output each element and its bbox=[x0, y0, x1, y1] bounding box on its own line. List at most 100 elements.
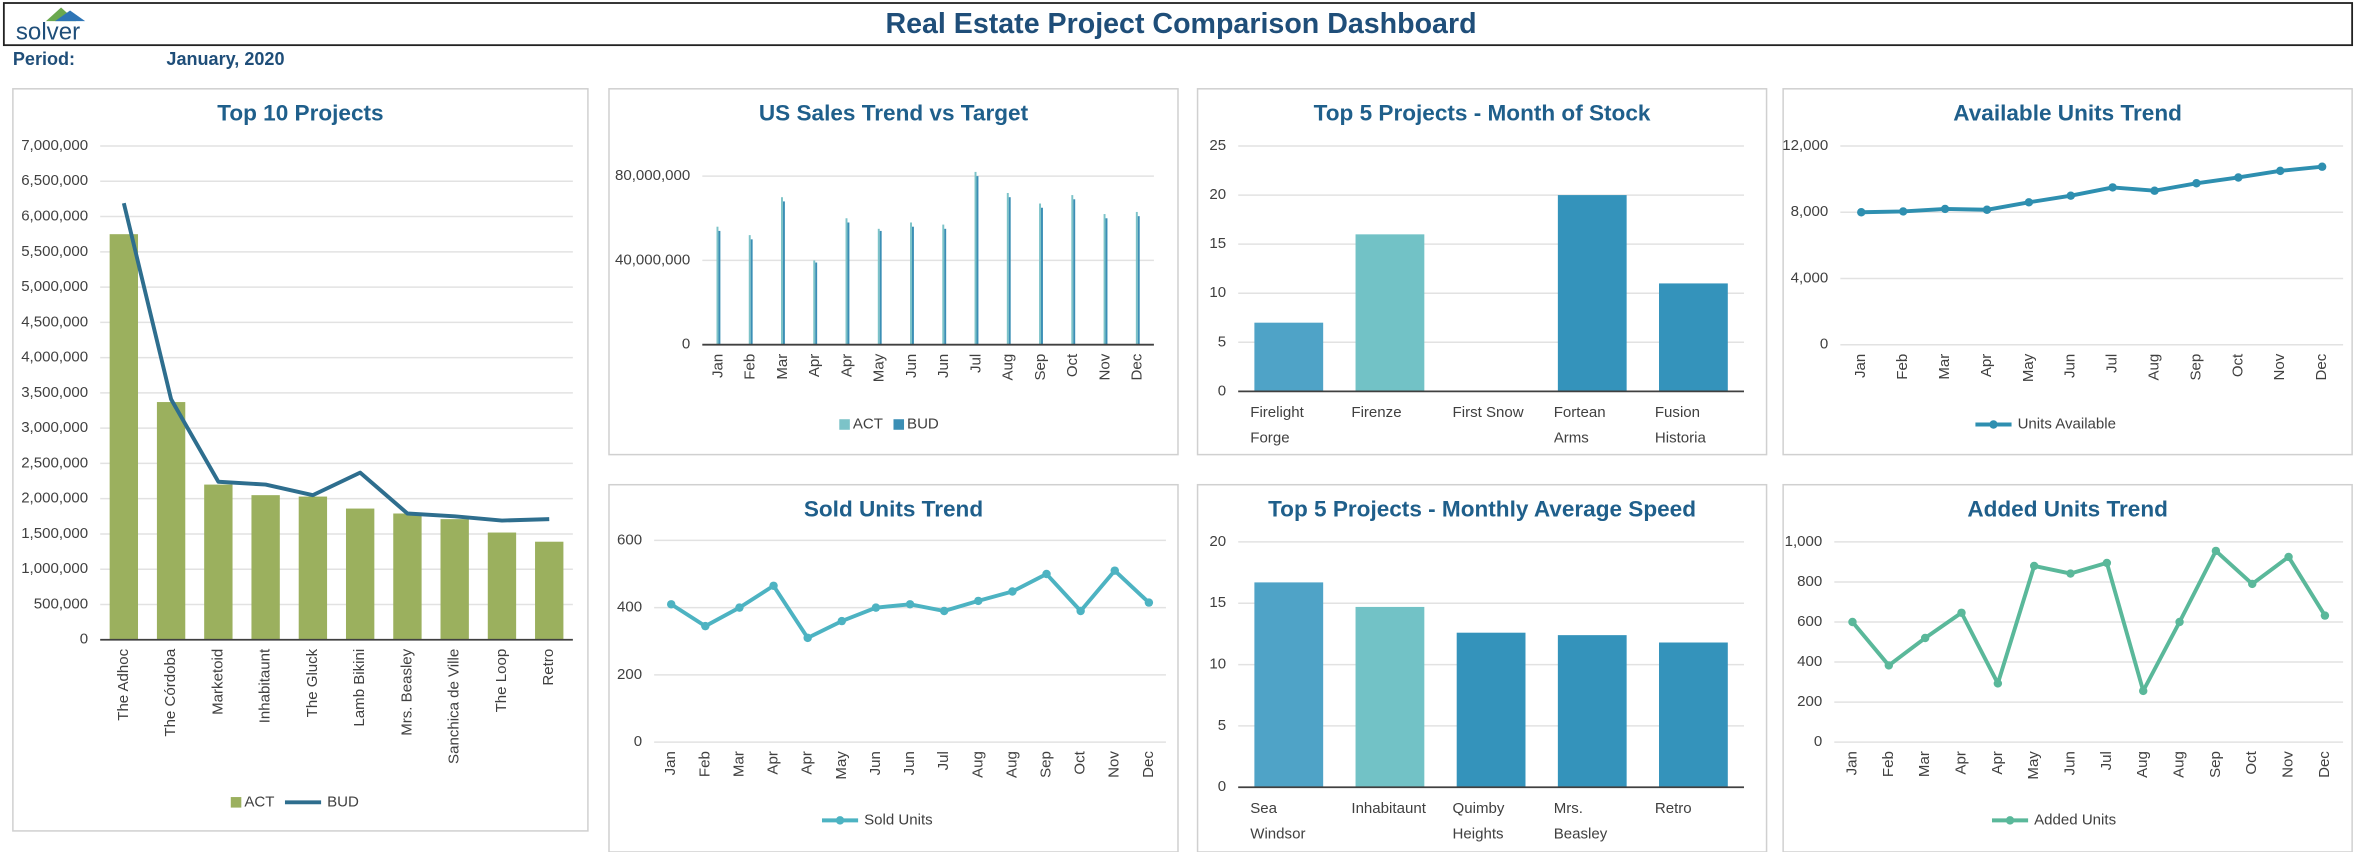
x-tick-label: Jul bbox=[2104, 354, 2121, 373]
x-tick-label: Apr bbox=[1978, 354, 1995, 377]
bar bbox=[1557, 635, 1627, 788]
bar bbox=[393, 513, 422, 640]
x-tick-label: Lamb Bikini bbox=[351, 649, 368, 727]
x-tick-label: Apr bbox=[1952, 751, 1969, 774]
bar bbox=[748, 235, 751, 345]
x-tick-label: Dec bbox=[1129, 353, 1146, 380]
x-tick-label: Mar bbox=[774, 354, 791, 380]
x-tick-label: First Snow bbox=[1452, 404, 1524, 422]
chart-title: US Sales Trend vs Target bbox=[759, 100, 1029, 125]
line-marker bbox=[1848, 617, 1857, 627]
line-marker bbox=[871, 603, 881, 612]
bar bbox=[1008, 197, 1011, 345]
x-tick-label: Mar bbox=[1936, 354, 1953, 380]
line-marker bbox=[2234, 173, 2243, 182]
chart-panel bbox=[1196, 88, 1768, 456]
line-marker bbox=[1940, 204, 1950, 214]
y-tick-label: 5,500,000 bbox=[21, 243, 88, 260]
chart-title: Top 5 Projects - Month of Stock bbox=[1314, 100, 1651, 125]
bar bbox=[716, 226, 719, 345]
y-tick-label: 400 bbox=[1797, 653, 1822, 670]
x-tick-label: Oct bbox=[1064, 353, 1081, 377]
x-tick-label-box: Quimby Heights bbox=[1452, 800, 1505, 843]
x-tick-label-box: Fusion Historia bbox=[1655, 405, 1706, 447]
y-tick-label: 200 bbox=[617, 666, 642, 683]
line-marker bbox=[939, 606, 949, 616]
line-marker bbox=[1898, 207, 1908, 216]
y-tick-label: 0 bbox=[1820, 336, 1828, 353]
bar bbox=[877, 228, 880, 345]
y-tick-label: 6,000,000 bbox=[21, 208, 88, 225]
y-tick-label: 12,000 bbox=[1782, 137, 1828, 154]
x-tick-label: Nov bbox=[1106, 751, 1123, 778]
x-tick-label: Apr bbox=[765, 751, 782, 774]
x-tick-label: Retro bbox=[1654, 800, 1692, 818]
y-tick-label: 2,000,000 bbox=[21, 490, 88, 507]
y-tick-label: 6,500,000 bbox=[21, 172, 88, 189]
line-series bbox=[1850, 548, 2327, 693]
x-tick-label: The Adhoc bbox=[115, 648, 132, 720]
x-tick-label: Retro bbox=[540, 649, 557, 686]
x-tick-label: Feb bbox=[1880, 751, 1897, 777]
bar bbox=[1355, 606, 1425, 788]
bar bbox=[911, 226, 914, 345]
x-tick-label: Quimby Heights bbox=[1452, 800, 1505, 843]
x-tick-label: Inhabitaunt bbox=[257, 648, 274, 723]
bar bbox=[1557, 195, 1627, 392]
chart-panel bbox=[608, 483, 1179, 852]
header-bar bbox=[2, 2, 2354, 47]
line-marker bbox=[1110, 566, 1119, 575]
line-marker bbox=[2150, 186, 2159, 195]
legend-label: BUD bbox=[327, 793, 359, 810]
line-marker bbox=[803, 633, 812, 643]
bar bbox=[440, 519, 469, 640]
logo-mark bbox=[55, 10, 86, 22]
legend-swatch bbox=[835, 816, 845, 825]
line-marker bbox=[1920, 633, 1930, 643]
chart-panel bbox=[1782, 483, 2353, 852]
line-series bbox=[1861, 164, 2323, 215]
line-marker bbox=[2066, 569, 2075, 578]
x-tick-label: Aug bbox=[2134, 751, 2151, 778]
line-marker bbox=[974, 596, 983, 606]
x-tick-label: Feb bbox=[742, 354, 759, 380]
y-tick-label: 0 bbox=[1218, 778, 1226, 795]
bar bbox=[879, 230, 882, 345]
x-tick-label: May bbox=[871, 353, 888, 382]
bar bbox=[782, 201, 785, 345]
y-tick-label: 3,000,000 bbox=[21, 419, 88, 436]
line-marker bbox=[2108, 183, 2117, 192]
bar bbox=[1039, 203, 1042, 345]
x-tick-label-box: Firelight Forge bbox=[1250, 405, 1304, 447]
line-marker bbox=[2102, 558, 2112, 568]
bar bbox=[1456, 632, 1526, 788]
y-tick-label: 15 bbox=[1209, 235, 1226, 252]
y-tick-label: 20 bbox=[1209, 533, 1226, 550]
x-tick-label: Jun bbox=[903, 354, 920, 378]
x-tick-label: Apr bbox=[838, 354, 855, 377]
x-tick-label: Dec bbox=[2316, 751, 2333, 778]
bar bbox=[718, 230, 721, 345]
x-tick-label: Sep bbox=[1037, 751, 1054, 778]
y-tick-label: 0 bbox=[80, 631, 88, 648]
legend-swatch bbox=[1989, 420, 1998, 429]
x-tick-label: Marketoid bbox=[209, 649, 226, 715]
x-tick-label: Aug bbox=[2146, 354, 2163, 381]
legend-swatch bbox=[2005, 816, 2015, 825]
x-tick-label: Jun bbox=[2062, 354, 2079, 378]
bar bbox=[156, 402, 186, 640]
y-tick-label: 1,000 bbox=[1785, 533, 1823, 550]
y-tick-label: 1,500,000 bbox=[21, 525, 88, 542]
chart-panel bbox=[1782, 88, 2353, 456]
x-tick-label: Mar bbox=[730, 751, 747, 777]
x-tick-label: Inhabitaunt bbox=[1351, 800, 1426, 818]
x-tick-label: Sep bbox=[2207, 751, 2224, 778]
y-tick-label: 5 bbox=[1218, 333, 1226, 350]
line-marker bbox=[1982, 205, 1992, 214]
logo: solver bbox=[16, 18, 80, 45]
line-marker bbox=[2138, 686, 2148, 696]
bar bbox=[1103, 214, 1106, 345]
x-tick-label: Dec bbox=[2313, 353, 2330, 380]
bar bbox=[815, 262, 818, 345]
bar bbox=[1105, 218, 1108, 345]
